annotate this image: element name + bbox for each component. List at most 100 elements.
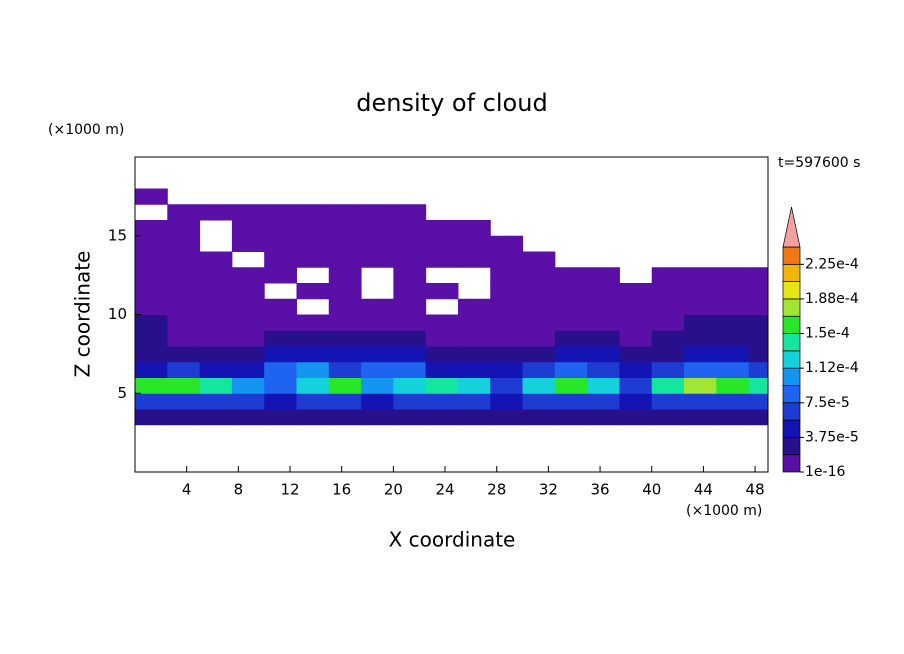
x-tick-label: 8 — [234, 481, 244, 499]
field-cell — [522, 251, 556, 268]
field-cell — [135, 377, 168, 394]
field-cell — [231, 283, 265, 300]
field-cell — [328, 330, 362, 347]
field-cell — [587, 283, 620, 300]
field-cell — [264, 298, 297, 315]
field-cell — [361, 361, 394, 378]
field-cell — [457, 298, 491, 315]
field-cell — [135, 220, 168, 237]
field-cell — [748, 393, 768, 410]
field-cell — [328, 346, 362, 363]
field-cell — [554, 330, 588, 347]
field-cell — [231, 204, 265, 221]
colorbar-box — [782, 246, 801, 265]
field-cell — [328, 251, 362, 268]
field-cell — [748, 361, 768, 378]
field-cell — [393, 204, 427, 221]
field-cell — [135, 235, 168, 252]
field-cell — [651, 393, 685, 410]
field-cell — [522, 330, 556, 347]
field-cell — [264, 251, 297, 268]
field-cell — [296, 330, 330, 347]
field-cell — [522, 283, 556, 300]
x-tick-label: 36 — [591, 481, 610, 499]
field-cell — [328, 409, 362, 426]
field-cell — [264, 267, 297, 284]
field-cell — [587, 314, 620, 331]
field-cell — [684, 377, 717, 394]
field-cell — [328, 393, 362, 410]
colorbar-box — [782, 402, 801, 421]
field-cell — [167, 298, 201, 315]
field-cell — [328, 361, 362, 378]
field-cell — [264, 393, 297, 410]
y-tick-label: 10 — [108, 305, 127, 323]
field-cell — [490, 346, 524, 363]
field-cell — [619, 314, 653, 331]
field-cell — [361, 393, 394, 410]
field-cell — [167, 377, 201, 394]
field-cell — [135, 330, 168, 347]
field-cell — [135, 267, 168, 284]
field-cell — [264, 377, 297, 394]
field-cell — [425, 409, 459, 426]
colorbar-box — [782, 263, 801, 282]
field-cell — [684, 298, 717, 315]
field-cell — [167, 235, 201, 252]
field-cell — [748, 346, 768, 363]
field-cell — [457, 314, 491, 331]
field-cell — [619, 298, 653, 315]
field-cell — [490, 377, 524, 394]
x-tick-label: 40 — [642, 481, 661, 499]
colorbar-box — [782, 315, 801, 334]
field-cell — [748, 330, 768, 347]
field-cell — [393, 251, 427, 268]
field-cell — [684, 330, 717, 347]
field-cell — [587, 361, 620, 378]
field-cell — [361, 330, 394, 347]
field-cell — [619, 346, 653, 363]
field-cell — [748, 267, 768, 284]
field-cell — [264, 235, 297, 252]
field-cell — [554, 267, 588, 284]
field-cell — [231, 235, 265, 252]
field-cell — [393, 377, 427, 394]
field-cell — [167, 220, 201, 237]
field-cell — [231, 346, 265, 363]
field-cell — [167, 393, 201, 410]
field-cell — [587, 409, 620, 426]
field-cell — [361, 298, 394, 315]
field-cell — [361, 235, 394, 252]
field-cell — [231, 298, 265, 315]
field-cell — [167, 204, 201, 221]
field-cell — [748, 298, 768, 315]
field-cell — [457, 235, 491, 252]
field-cell — [619, 330, 653, 347]
field-cell — [684, 409, 717, 426]
field-cell — [167, 267, 201, 284]
field-cell — [716, 377, 750, 394]
field-cell — [328, 220, 362, 237]
field-cell — [684, 346, 717, 363]
field-cell — [296, 235, 330, 252]
colorbar-box — [782, 350, 801, 369]
field-cell — [425, 235, 459, 252]
colorbar-label: 2.25e-4 — [805, 256, 859, 272]
colorbar-box — [782, 454, 801, 473]
field-cell — [522, 267, 556, 284]
field-cell — [684, 361, 717, 378]
field-cell — [199, 267, 233, 284]
field-cell — [684, 314, 717, 331]
field-cell — [490, 361, 524, 378]
field-cell — [457, 330, 491, 347]
field-cell — [522, 361, 556, 378]
field-cell — [522, 346, 556, 363]
field-cell — [748, 283, 768, 300]
field-cell — [296, 346, 330, 363]
field-cell — [554, 393, 588, 410]
field-cell — [264, 330, 297, 347]
x-axis-label: X coordinate — [389, 528, 516, 552]
field-cell — [425, 220, 459, 237]
field-cell — [490, 283, 524, 300]
